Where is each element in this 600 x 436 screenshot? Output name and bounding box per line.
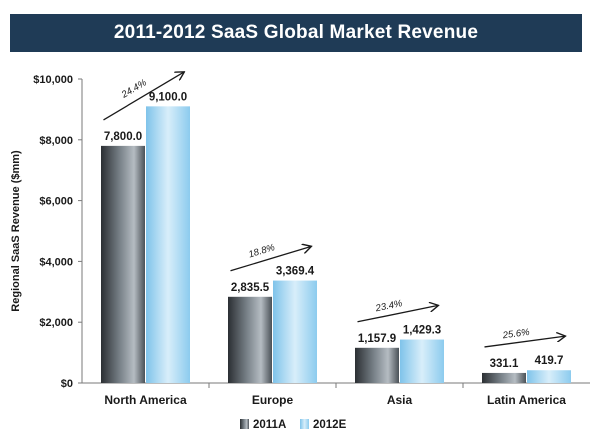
bar-2011a-europe bbox=[228, 296, 272, 383]
growth-label: 24.4% bbox=[119, 77, 149, 101]
y-tick-label: $0 bbox=[61, 378, 73, 390]
growth-arrow bbox=[484, 336, 565, 348]
legend-label-2011a: 2011A bbox=[253, 419, 286, 431]
growth-label: 23.4% bbox=[374, 298, 404, 314]
x-tick-label: Asia bbox=[387, 393, 413, 407]
x-tick-label: North America bbox=[104, 393, 187, 407]
bar-2011a-asia bbox=[355, 347, 399, 383]
y-tick-label: $6,000 bbox=[39, 196, 73, 208]
data-label: 419.7 bbox=[535, 355, 564, 367]
legend-label-2012e: 2012E bbox=[313, 419, 347, 431]
y-tick-label: $10,000 bbox=[33, 74, 73, 86]
data-label: 7,800.0 bbox=[104, 131, 142, 143]
bar-2012e-asia bbox=[400, 339, 444, 383]
bar-2011a-latin-america bbox=[482, 372, 526, 383]
legend-swatch-2012e bbox=[300, 419, 309, 429]
data-label: 2,835.5 bbox=[231, 282, 270, 294]
x-tick-label: Latin America bbox=[487, 393, 566, 407]
chart-title-bar: 2011-2012 SaaS Global Market Revenue bbox=[10, 14, 582, 52]
y-tick-label: $8,000 bbox=[39, 135, 73, 147]
y-tick-label: $4,000 bbox=[39, 256, 73, 268]
chart-title: 2011-2012 SaaS Global Market Revenue bbox=[113, 22, 479, 43]
y-tick-label: $2,000 bbox=[39, 317, 73, 329]
bar-2012e-europe bbox=[273, 280, 317, 383]
growth-label: 25.6% bbox=[501, 327, 531, 342]
legend-swatch-2011a bbox=[240, 419, 249, 429]
y-axis-label: Regional SaaS Revenue ($mm) bbox=[10, 150, 22, 312]
data-label: 3,369.4 bbox=[276, 266, 315, 278]
data-label: 331.1 bbox=[490, 358, 519, 370]
bar-2012e-north-america bbox=[146, 106, 190, 384]
growth-arrow bbox=[230, 247, 311, 272]
data-label: 1,157.9 bbox=[358, 333, 396, 345]
bar-2011a-north-america bbox=[101, 145, 145, 383]
data-label: 1,429.3 bbox=[403, 325, 441, 337]
growth-arrow bbox=[103, 72, 184, 121]
data-label: 9,100.0 bbox=[149, 91, 187, 103]
growth-arrow bbox=[357, 306, 438, 323]
x-tick-label: Europe bbox=[252, 393, 294, 407]
bar-2012e-latin-america bbox=[527, 370, 571, 383]
